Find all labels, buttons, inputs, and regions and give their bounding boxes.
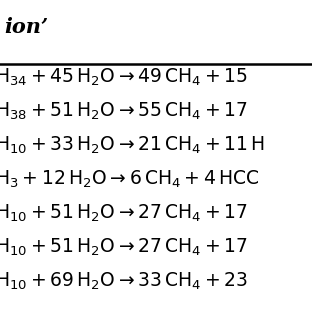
Text: $\mathrm{H_{10} + 69\,H_2O \rightarrow 33\,CH_4 + 23}$: $\mathrm{H_{10} + 69\,H_2O \rightarrow 3… — [0, 271, 248, 292]
Text: $\mathrm{H_{34} + 45\,H_2O \rightarrow 49\,CH_4 + 15}$: $\mathrm{H_{34} + 45\,H_2O \rightarrow 4… — [0, 66, 248, 88]
Text: ion’: ion’ — [4, 17, 48, 37]
Text: $\mathrm{H_3 + 12\,H_2O \rightarrow 6\,CH_4 + 4\,HCC}$: $\mathrm{H_3 + 12\,H_2O \rightarrow 6\,C… — [0, 168, 260, 190]
Text: $\mathrm{H_{10} + 51\,H_2O \rightarrow 27\,CH_4 + 17}$: $\mathrm{H_{10} + 51\,H_2O \rightarrow 2… — [0, 202, 248, 224]
Text: $\mathrm{H_{10} + 51\,H_2O \rightarrow 27\,CH_4 + 17}$: $\mathrm{H_{10} + 51\,H_2O \rightarrow 2… — [0, 236, 248, 258]
Text: $\mathrm{H_{38} + 51\,H_2O \rightarrow 55\,CH_4 + 17}$: $\mathrm{H_{38} + 51\,H_2O \rightarrow 5… — [0, 100, 248, 122]
Text: $\mathrm{H_{10} + 33\,H_2O \rightarrow 21\,CH_4 + 11\,H}$: $\mathrm{H_{10} + 33\,H_2O \rightarrow 2… — [0, 134, 265, 156]
